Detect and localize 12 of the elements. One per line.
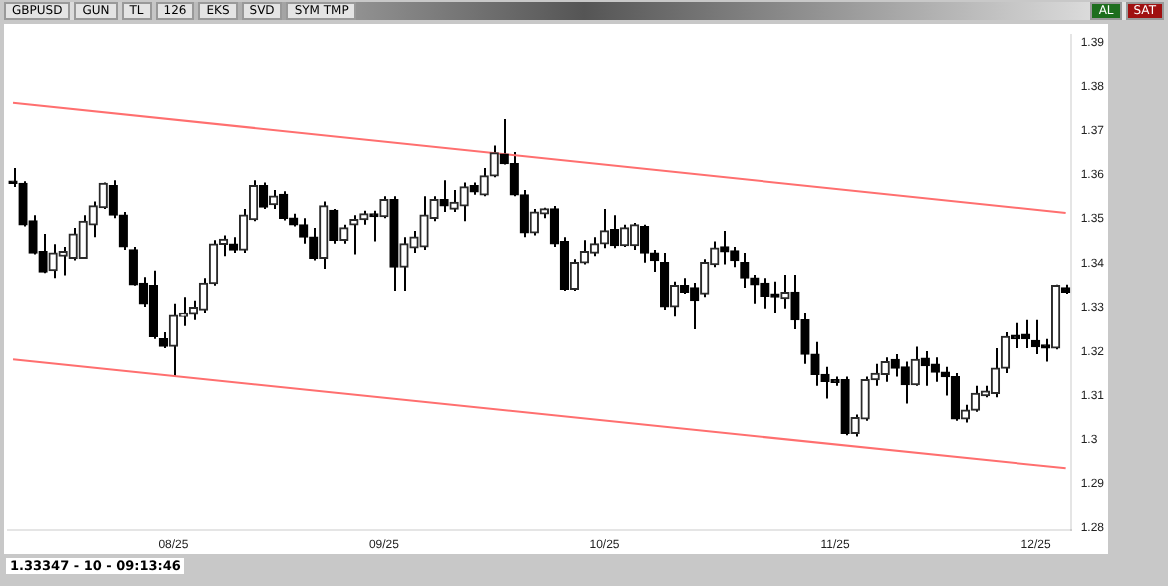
candlestick bbox=[740, 252, 750, 289]
candlestick bbox=[299, 217, 309, 245]
candlestick bbox=[659, 252, 670, 311]
candlestick bbox=[258, 181, 269, 210]
candlestick bbox=[519, 189, 529, 239]
candlestick bbox=[439, 179, 449, 214]
candlestick bbox=[639, 223, 650, 264]
candlestick bbox=[369, 209, 379, 243]
candlestick bbox=[609, 214, 620, 250]
candlestick bbox=[309, 226, 319, 262]
candlestick bbox=[329, 207, 339, 245]
candlestick bbox=[649, 248, 660, 274]
